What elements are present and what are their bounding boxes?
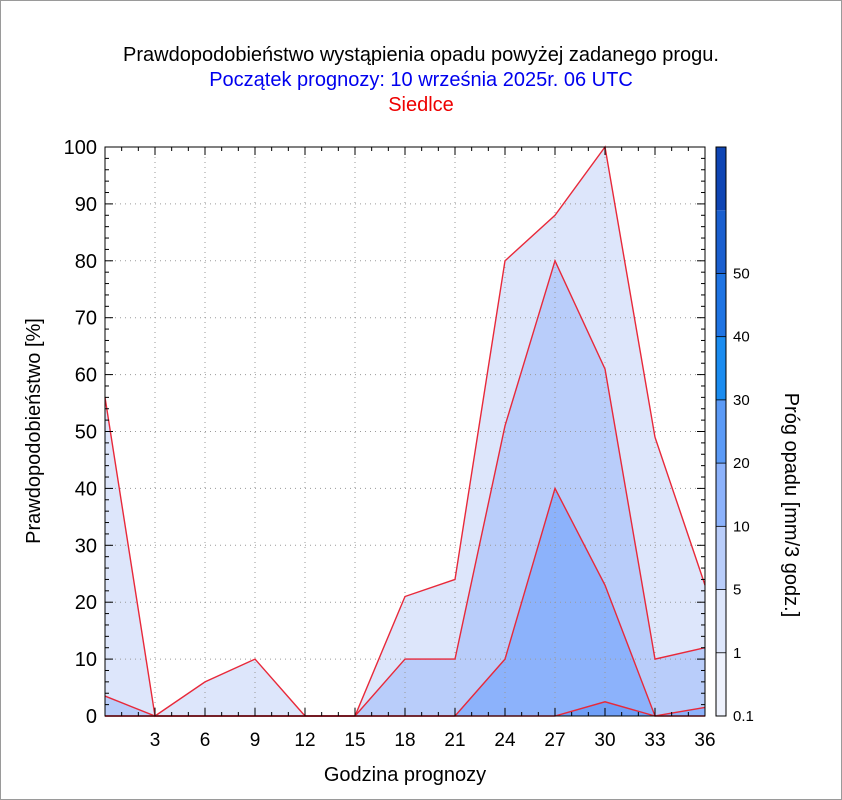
colorbar-segment-8 xyxy=(716,147,726,211)
x-tick-label: 33 xyxy=(644,730,665,751)
colorbar-label-0: 0.1 xyxy=(733,708,754,725)
colorbar-segment-6 xyxy=(716,273,726,337)
y-tick-label: 50 xyxy=(75,422,97,444)
y-tick-label: 70 xyxy=(75,308,97,330)
x-tick-label: 15 xyxy=(344,730,365,751)
colorbar: 0.1 1 5 10 20 30 40 50 xyxy=(715,146,754,725)
axes: 3 6 9 12 15 18 21 24 27 30 33 360102030405060708090… xyxy=(64,137,716,751)
y-tick-label: 30 xyxy=(75,535,97,557)
x-tick-label: 36 xyxy=(694,730,715,751)
colorbar-label-6: 40 xyxy=(733,329,750,346)
y-tick-label: 100 xyxy=(64,137,97,159)
colorbar-segment-0 xyxy=(716,652,726,716)
colorbar-label-1: 1 xyxy=(733,645,741,662)
colorbar-label: Próg opadu [mm/3 godz.] xyxy=(780,393,802,618)
colorbar-label-2: 5 xyxy=(733,582,741,599)
y-tick-label: 10 xyxy=(75,649,97,671)
colorbar-segment-4 xyxy=(716,399,726,464)
x-tick-label: 12 xyxy=(294,730,315,751)
x-tick-label: 3 xyxy=(150,730,161,751)
x-tick-label: 21 xyxy=(444,730,465,751)
colorbar-segment-7 xyxy=(716,210,726,274)
chart-subtitle: Początek prognozy: 10 września 2025r. 06… xyxy=(209,69,633,91)
y-tick-label: 90 xyxy=(75,194,97,216)
y-tick-label: 60 xyxy=(75,365,97,387)
y-tick-label: 0 xyxy=(86,706,97,728)
x-axis-label: Godzina prognozy xyxy=(324,764,486,786)
colorbar-segment-5 xyxy=(716,336,726,400)
x-tick-label: 9 xyxy=(250,730,261,751)
colorbar-segment-2 xyxy=(716,526,726,590)
x-tick-label: 18 xyxy=(394,730,415,751)
x-tick-label: 30 xyxy=(594,730,615,751)
colorbar-frame xyxy=(715,146,727,717)
x-tick-label: 27 xyxy=(544,730,565,751)
y-tick-label: 80 xyxy=(75,251,97,273)
colorbar-label-4: 20 xyxy=(733,455,750,472)
colorbar-segment-3 xyxy=(716,463,726,527)
colorbar-label-3: 10 xyxy=(733,518,750,535)
y-tick-label: 20 xyxy=(75,592,97,614)
y-tick-label: 40 xyxy=(75,478,97,500)
colorbar-label-5: 30 xyxy=(733,392,750,409)
x-tick-label: 24 xyxy=(494,730,516,751)
colorbar-segment-1 xyxy=(716,589,726,653)
y-axis-label: Prawdopodobieństwo [%] xyxy=(23,318,45,544)
x-tick-label: 6 xyxy=(200,730,211,751)
colorbar-label-7: 50 xyxy=(733,265,750,282)
chart-location: Siedlce xyxy=(388,94,454,116)
area-threshold-3 xyxy=(105,701,705,716)
chart-title: Prawdopodobieństwo wystąpienia opadu pow… xyxy=(123,44,719,66)
